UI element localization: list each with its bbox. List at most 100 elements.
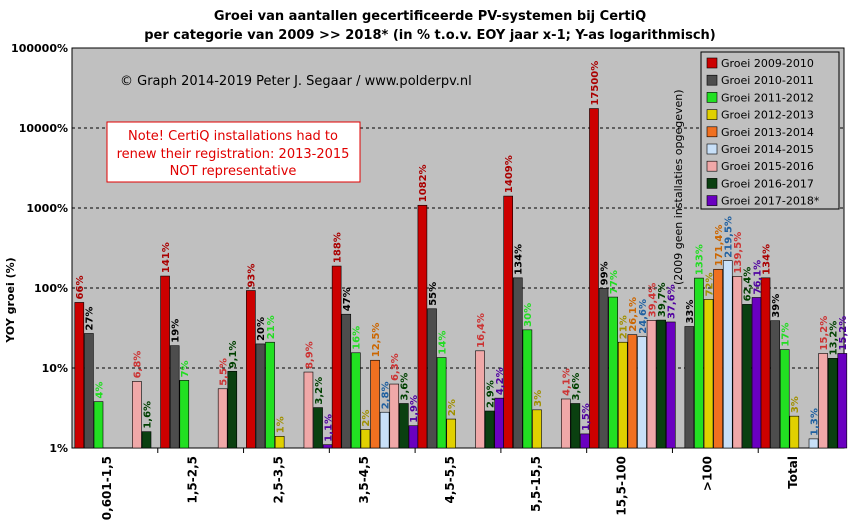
bar	[827, 358, 838, 449]
y-tick-label: 10000%	[19, 122, 68, 135]
legend-entry: Groei 2013-2014	[721, 126, 814, 139]
bar-value-label: 1,6%	[142, 401, 153, 429]
legend-entry: Groei 2011-2012	[721, 91, 814, 104]
bar-value-label: 12,5%	[371, 323, 382, 358]
bar	[217, 388, 228, 449]
bar	[408, 425, 419, 449]
bar-value-label: 26,1%	[628, 297, 639, 332]
bar	[818, 353, 828, 449]
bar-value-label: 17%	[781, 323, 792, 347]
y-tick-label: 1000%	[26, 202, 68, 215]
bar-value-label: 1,9%	[409, 395, 420, 423]
legend-box	[700, 51, 840, 210]
bar	[255, 343, 266, 449]
y-axis-label: YOY groei (%)	[4, 257, 17, 343]
legend-entry: Groei 2012-2013	[721, 109, 814, 122]
bar	[246, 290, 256, 449]
bar	[522, 329, 533, 449]
bar-value-label: 1%	[275, 416, 286, 433]
bar	[713, 268, 723, 449]
bar-value-label: 9,1%	[228, 341, 239, 369]
bar	[389, 383, 400, 449]
vertical-annotation: (2009 geen installaties opgegeven)	[672, 89, 685, 285]
bar	[665, 321, 676, 449]
bar-value-label: 15,2%	[819, 316, 830, 351]
bar	[169, 345, 180, 449]
bar-value-label: 2,8%	[380, 381, 391, 409]
bar-value-label: 39%	[771, 294, 782, 318]
bar-value-label: 3,6%	[571, 373, 582, 401]
bar-value-label: 1,5%	[581, 403, 592, 431]
bar-value-label: 47%	[342, 287, 353, 311]
bar	[703, 299, 714, 449]
x-tick-label: >100	[700, 456, 714, 491]
bar	[141, 431, 152, 449]
bar	[732, 276, 743, 449]
x-tick-label: 15,5-100	[615, 456, 629, 516]
x-tick-label: 4,5-5,5	[443, 456, 457, 504]
bar	[808, 438, 819, 449]
bar-value-label: 30%	[523, 303, 534, 327]
bar-value-label: 39,4%	[647, 283, 658, 318]
bar-value-label: 1,1%	[323, 414, 334, 442]
legend-swatch	[706, 160, 718, 172]
note-line-1: Note! CertiQ installations had to	[128, 129, 338, 144]
bar-value-label: 21%	[266, 315, 277, 339]
bar-value-label: 55%	[428, 282, 439, 306]
bar	[446, 418, 457, 449]
bar-value-label: 134%	[514, 244, 525, 275]
bar-value-label: 3,6%	[400, 373, 411, 401]
bar-value-label: 39,7%	[657, 282, 668, 317]
x-tick-label: 3,5-4,5	[357, 456, 371, 504]
bar	[589, 108, 599, 449]
bar	[637, 336, 647, 449]
bar	[656, 319, 666, 449]
bar-value-label: 17500%	[590, 61, 601, 106]
bar	[627, 334, 638, 449]
bar-value-label: 27%	[85, 307, 96, 331]
bar	[227, 370, 238, 449]
bar	[475, 350, 485, 449]
y-tick-label: 10%	[42, 362, 68, 375]
chart-title: Groei van aantallen gecertificeerde PV-s…	[214, 9, 646, 24]
legend-swatch	[706, 195, 718, 206]
legend-swatch	[706, 92, 718, 103]
bar-value-label: 1409%	[504, 155, 515, 193]
bar-value-label: 16%	[352, 326, 363, 350]
bar-value-label: 2,9%	[485, 380, 496, 408]
legend-entry: Groei 2009-2010	[721, 57, 814, 70]
bar-value-label: 1082%	[418, 164, 429, 202]
bar	[617, 341, 628, 449]
legend-entry: Groei 2016-2017	[721, 177, 814, 190]
bar	[265, 341, 275, 449]
bar-value-label: 16,4%	[476, 313, 487, 348]
bar	[570, 403, 581, 449]
bar-value-label: 6,3%	[390, 353, 401, 381]
x-tick-label: 5,5-15,5	[529, 456, 543, 512]
bar-value-label: 2%	[447, 399, 458, 416]
bar-value-label: 77%	[609, 270, 620, 294]
bar-value-label: 4,1%	[562, 368, 573, 396]
x-tick-label: 0,601-1,5	[100, 456, 114, 520]
x-tick-label: 2,5-3,5	[271, 456, 285, 504]
bar-value-label: 15,2%	[838, 316, 849, 351]
bar	[608, 296, 618, 449]
bar	[360, 429, 371, 449]
bars-group	[74, 108, 848, 449]
bar	[370, 359, 380, 449]
bar	[351, 352, 361, 449]
bar-value-label: 219,5%	[724, 216, 735, 258]
bar	[93, 401, 104, 449]
bar	[532, 409, 542, 449]
bar-value-label: 99%	[599, 261, 610, 285]
legend-entry: Groei 2010-2011	[721, 74, 814, 87]
bar-value-label: 37,6%	[667, 284, 678, 319]
bar	[132, 381, 142, 449]
bar-value-label: 33%	[685, 300, 696, 324]
bar	[379, 411, 390, 449]
bar	[322, 444, 333, 449]
chart-subtitle: per categorie van 2009 >> 2018* (in % t.…	[144, 28, 715, 43]
bar	[751, 297, 762, 449]
note-line-2: renew their registration: 2013-2015	[117, 147, 350, 162]
bar	[580, 433, 590, 449]
